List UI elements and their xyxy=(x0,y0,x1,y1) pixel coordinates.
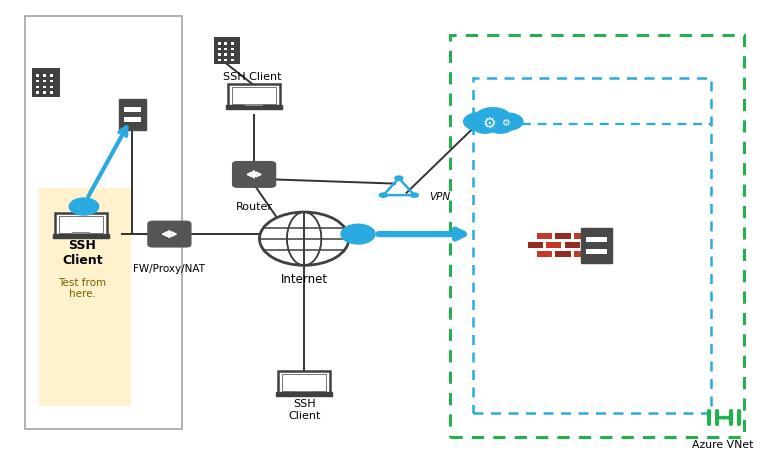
Bar xyxy=(233,87,276,104)
Bar xyxy=(43,80,46,82)
Circle shape xyxy=(394,175,403,181)
Text: VPN: VPN xyxy=(430,192,450,202)
FancyBboxPatch shape xyxy=(226,105,282,109)
Circle shape xyxy=(69,197,99,216)
FancyBboxPatch shape xyxy=(228,84,280,106)
Bar xyxy=(536,250,552,257)
FancyBboxPatch shape xyxy=(55,213,107,235)
Bar xyxy=(50,80,53,82)
Circle shape xyxy=(725,416,732,420)
Bar xyxy=(218,48,220,50)
Text: Test from
here.: Test from here. xyxy=(59,278,106,299)
FancyBboxPatch shape xyxy=(53,234,109,238)
Bar xyxy=(59,216,102,233)
Bar xyxy=(32,68,60,97)
Bar xyxy=(554,232,571,240)
Bar xyxy=(231,53,233,56)
Bar xyxy=(50,74,53,77)
Circle shape xyxy=(463,112,495,131)
FancyBboxPatch shape xyxy=(278,371,330,393)
Bar xyxy=(586,249,608,254)
Bar xyxy=(231,59,233,61)
Text: Azure VNet: Azure VNet xyxy=(691,440,753,450)
FancyBboxPatch shape xyxy=(119,100,146,130)
Text: SSH Client: SSH Client xyxy=(223,72,282,82)
Bar xyxy=(554,250,571,257)
Circle shape xyxy=(474,107,512,130)
Bar xyxy=(245,104,263,106)
Circle shape xyxy=(472,118,498,134)
FancyBboxPatch shape xyxy=(233,162,276,187)
Bar xyxy=(283,374,326,391)
Text: ⚙: ⚙ xyxy=(500,118,510,128)
Bar xyxy=(564,241,580,248)
Bar xyxy=(43,74,46,77)
Bar xyxy=(36,74,39,77)
Bar xyxy=(573,250,589,257)
Bar xyxy=(43,91,46,94)
Bar xyxy=(72,232,90,234)
Bar xyxy=(50,91,53,94)
FancyBboxPatch shape xyxy=(25,16,182,429)
Text: ⚙: ⚙ xyxy=(482,116,496,130)
Bar xyxy=(545,241,561,248)
Bar xyxy=(573,232,589,240)
Bar xyxy=(224,59,227,61)
Bar xyxy=(124,107,141,112)
Circle shape xyxy=(259,212,349,265)
Bar xyxy=(50,85,53,88)
Bar xyxy=(527,241,543,248)
FancyBboxPatch shape xyxy=(38,188,131,406)
Bar xyxy=(224,48,227,50)
Circle shape xyxy=(715,416,722,420)
Bar xyxy=(536,232,552,240)
Bar xyxy=(36,80,39,82)
Bar xyxy=(224,42,227,45)
Bar xyxy=(218,53,220,56)
Bar xyxy=(36,85,39,88)
Bar xyxy=(295,391,313,392)
Bar xyxy=(218,42,220,45)
FancyBboxPatch shape xyxy=(581,228,612,263)
Circle shape xyxy=(721,416,727,420)
Bar xyxy=(231,42,233,45)
Circle shape xyxy=(410,192,419,198)
Bar xyxy=(218,59,220,61)
Bar xyxy=(124,118,141,122)
Text: SSH
Client: SSH Client xyxy=(62,239,102,267)
Bar xyxy=(214,37,240,64)
Text: SSH
Client: SSH Client xyxy=(288,399,320,421)
Circle shape xyxy=(379,192,388,198)
FancyBboxPatch shape xyxy=(276,392,332,396)
Circle shape xyxy=(493,112,524,131)
Text: FW/Proxy/NAT: FW/Proxy/NAT xyxy=(133,264,206,274)
Text: Router: Router xyxy=(236,202,273,212)
FancyBboxPatch shape xyxy=(148,221,191,247)
Circle shape xyxy=(340,224,376,245)
Bar xyxy=(231,48,233,50)
Circle shape xyxy=(487,118,514,134)
Bar xyxy=(224,53,227,56)
Bar xyxy=(36,91,39,94)
Bar xyxy=(43,85,46,88)
Bar xyxy=(586,237,608,242)
Text: Internet: Internet xyxy=(280,273,328,286)
